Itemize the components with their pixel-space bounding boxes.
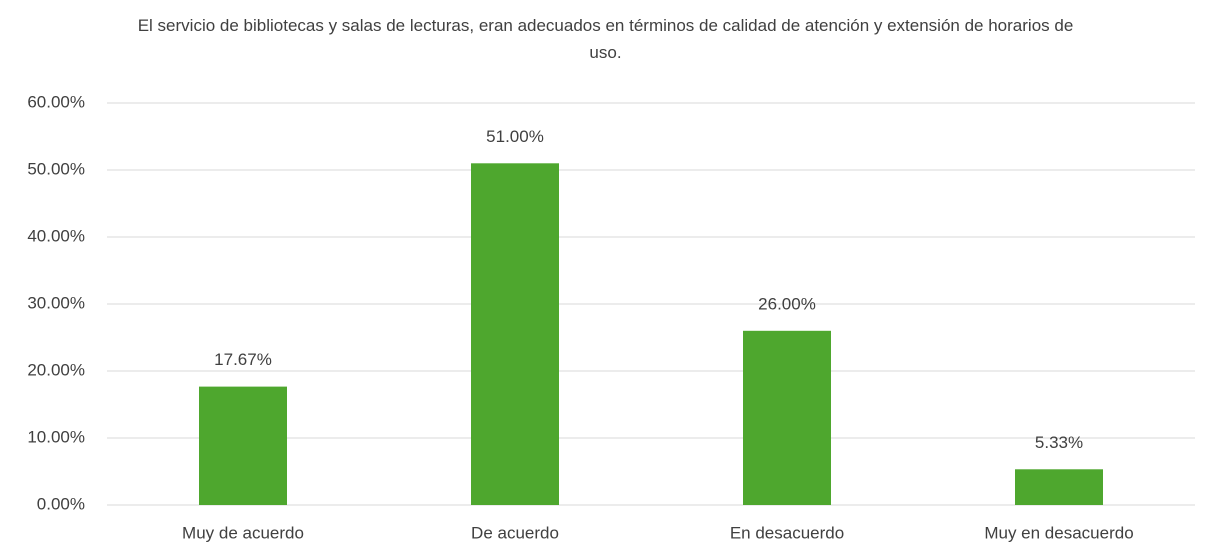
x-tick-label: Muy de acuerdo bbox=[182, 523, 304, 542]
data-label: 51.00% bbox=[486, 127, 544, 146]
y-tick-label: 20.00% bbox=[27, 360, 85, 379]
bar bbox=[743, 330, 831, 505]
y-tick-label: 10.00% bbox=[27, 427, 85, 446]
data-label: 17.67% bbox=[214, 350, 272, 369]
bar bbox=[1015, 469, 1103, 505]
x-tick-label: De acuerdo bbox=[471, 523, 559, 542]
y-tick-label: 50.00% bbox=[27, 159, 85, 178]
bar bbox=[199, 386, 287, 505]
data-label: 5.33% bbox=[1035, 433, 1083, 452]
y-tick-label: 60.00% bbox=[27, 92, 85, 111]
data-label: 26.00% bbox=[758, 294, 816, 313]
y-tick-label: 40.00% bbox=[27, 226, 85, 245]
chart-title: El servicio de bibliotecas y salas de le… bbox=[137, 16, 1074, 62]
bar bbox=[471, 163, 559, 506]
x-tick-label: En desacuerdo bbox=[730, 523, 844, 542]
x-tick-label: Muy en desacuerdo bbox=[984, 523, 1133, 542]
y-tick-label: 30.00% bbox=[27, 293, 85, 312]
title-box: El servicio de bibliotecas y salas de le… bbox=[0, 12, 1211, 66]
y-tick-label: 0.00% bbox=[37, 494, 85, 513]
